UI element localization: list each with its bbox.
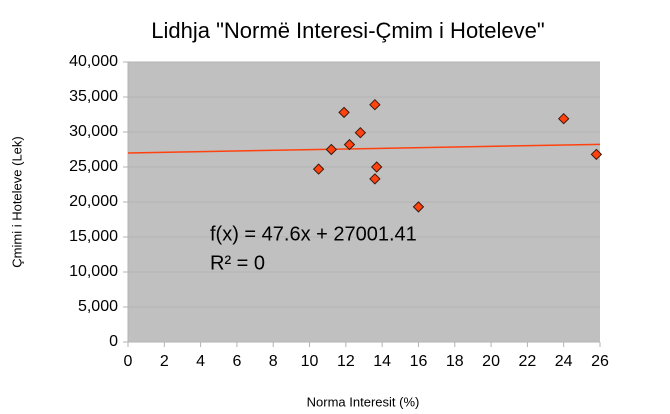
x-tick-label: 24 <box>555 353 573 370</box>
x-tick-label: 26 <box>591 353 609 370</box>
chart-title: Lidhja "Normë Interesi-Çmim i Hoteleve" <box>151 18 544 43</box>
x-tick-label: 8 <box>269 353 278 370</box>
x-tick-label: 18 <box>446 353 464 370</box>
y-tick-label: 25,000 <box>69 158 118 175</box>
point <box>590 148 603 161</box>
x-tick-label: 20 <box>482 353 500 370</box>
point <box>371 161 383 173</box>
y-tick-label: 30,000 <box>69 123 118 140</box>
y-tick-label: 15,000 <box>69 228 118 245</box>
point <box>343 138 356 151</box>
x-axis-title: Norma Interesit (%) <box>307 394 420 409</box>
point <box>312 163 325 175</box>
y-axis-title: Çmimi i Hoteleve (Lek) <box>9 136 24 267</box>
y-tick-label: 10,000 <box>69 263 118 280</box>
point <box>412 201 425 213</box>
y-tick-label: 40,000 <box>69 53 118 70</box>
x-tick-label: 14 <box>373 353 391 370</box>
x-tick-label: 2 <box>160 353 169 370</box>
trendline-r2: R² = 0 <box>210 252 265 274</box>
x-tick-label: 4 <box>196 353 205 370</box>
y-tick-label: 35,000 <box>69 88 118 105</box>
x-tick-label: 10 <box>301 353 319 370</box>
y-tick-label: 20,000 <box>69 193 118 210</box>
trendline <box>127 143 601 154</box>
point <box>325 143 338 156</box>
point <box>338 106 350 119</box>
x-tick-label: 0 <box>124 353 133 370</box>
point <box>354 126 367 139</box>
point <box>369 173 381 185</box>
x-tick-label: 6 <box>232 353 241 370</box>
x-tick-label: 16 <box>410 353 428 370</box>
x-tick-label: 22 <box>518 353 536 370</box>
point <box>557 112 570 125</box>
trendline-equation: f(x) = 47.6x + 27001.41 <box>210 223 417 245</box>
x-tick-label: 12 <box>337 353 355 370</box>
point <box>369 98 381 111</box>
y-tick-label: 0 <box>109 333 118 350</box>
y-tick-label: 5,000 <box>78 298 118 315</box>
